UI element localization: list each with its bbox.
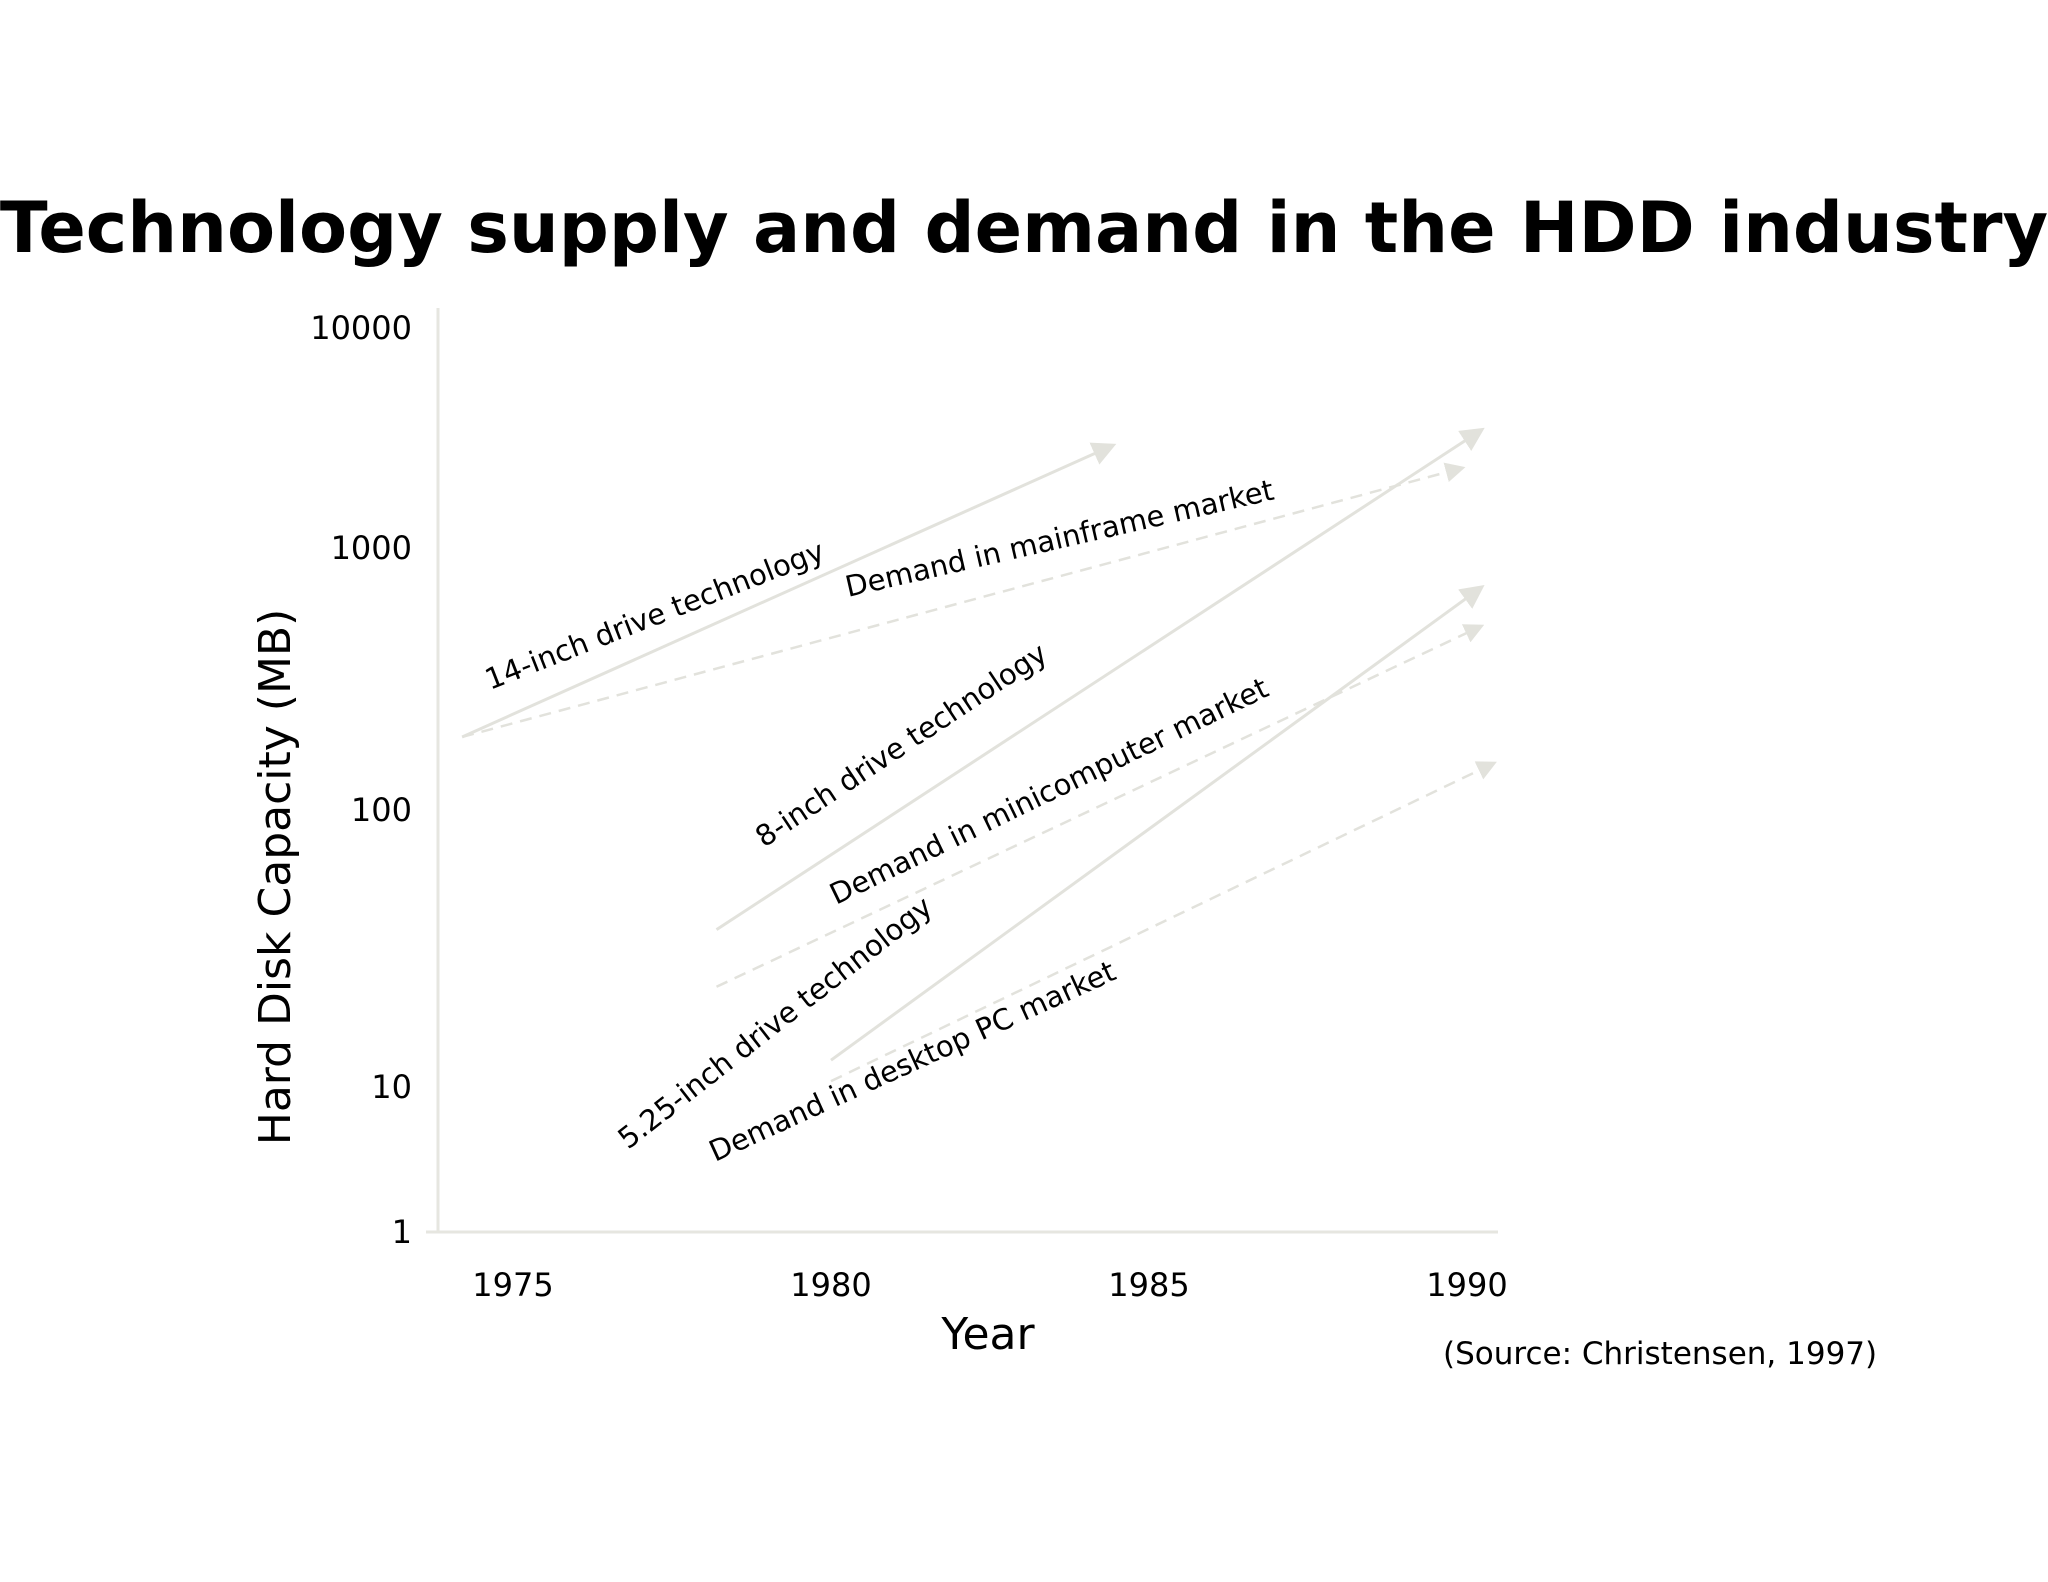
- label-14-inch-drive-technology: 14-inch drive technology: [480, 534, 829, 697]
- y-tick-label: 10000: [310, 309, 412, 347]
- y-tick-label: 1: [392, 1213, 412, 1251]
- label-demand-in-minicomputer-market: Demand in minicomputer market: [824, 671, 1273, 912]
- series-labels: 14-inch drive technology Demand in mainf…: [480, 473, 1277, 1169]
- series-line-5: [830, 761, 1497, 1083]
- y-tick-label: 1000: [331, 529, 412, 567]
- source-note: (Source: Christensen, 1997): [1443, 1336, 1877, 1372]
- y-tick-label: 100: [351, 791, 412, 829]
- y-axis-title: Hard Disk Capacity (MB): [250, 609, 301, 1146]
- y-tick-label: 10: [371, 1068, 412, 1106]
- x-tick-label: 1990: [1426, 1266, 1507, 1304]
- y-tick-labels: 1 10 100 1000 10000: [310, 309, 412, 1251]
- x-axis-title: Year: [940, 1309, 1035, 1360]
- x-tick-label: 1975: [472, 1266, 553, 1304]
- label-demand-in-desktop-pc-market: Demand in desktop PC market: [704, 954, 1121, 1168]
- x-tick-labels: 1975 1980 1985 1990: [472, 1266, 1507, 1304]
- series-line-3: [715, 624, 1485, 988]
- series-line-4: [830, 585, 1485, 1062]
- series-line-2: [715, 427, 1485, 931]
- series-line-0: [461, 442, 1117, 739]
- series-lines: [461, 427, 1497, 1083]
- x-tick-label: 1980: [790, 1266, 871, 1304]
- x-tick-label: 1985: [1108, 1266, 1189, 1304]
- series-line-1: [461, 462, 1466, 739]
- chart-title: Technology supply and demand in the HDD …: [0, 187, 2048, 269]
